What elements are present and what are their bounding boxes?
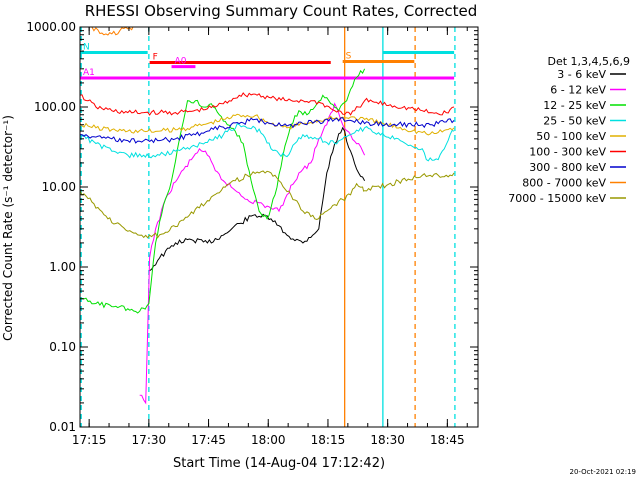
legend-title: Det 1,3,4,5,6,9 <box>547 55 630 68</box>
plot-clip-group: N S F A0 A1 <box>80 27 456 427</box>
plot-frame <box>79 26 479 428</box>
flag-label-a1: A1 <box>83 68 95 78</box>
y-tick-label: 10.00 <box>42 180 76 194</box>
legend-label: 3 - 6 keV <box>557 68 606 81</box>
legend-label: 800 - 7000 keV <box>522 177 606 190</box>
flag-label-n: N <box>83 43 90 53</box>
y-tick-label: 1.00 <box>49 260 76 274</box>
legend-label: 300 - 800 keV <box>529 161 606 174</box>
legend-label: 7000 - 15000 keV <box>508 192 606 205</box>
series-line-8 <box>80 170 455 239</box>
flag-label-s: S <box>346 52 352 62</box>
y-tick-label: 100.00 <box>34 100 76 114</box>
x-tick-label: 18:00 <box>251 433 286 447</box>
legend-label: 100 - 300 keV <box>529 146 606 159</box>
legend-label: 6 - 12 keV <box>550 84 606 97</box>
y-tick-label: 1000.00 <box>26 20 76 34</box>
series-line-1 <box>139 102 366 405</box>
series-line-5 <box>80 92 455 116</box>
x-tick-label: 18:15 <box>311 433 346 447</box>
plot-area: N S F A0 A1 <box>80 27 456 427</box>
series-line-3 <box>80 123 455 162</box>
x-tick-label: 18:30 <box>370 433 405 447</box>
x-tick-label: 17:15 <box>72 433 107 447</box>
series-line-0 <box>149 126 366 272</box>
legend-label: 25 - 50 keV <box>543 115 606 128</box>
y-tick-label: 0.01 <box>49 420 76 434</box>
y-axis-label: Corrected Count Rate (s⁻¹ detector⁻¹) <box>1 115 15 341</box>
x-tick-label: 18:45 <box>430 433 465 447</box>
x-tick-label: 17:45 <box>191 433 226 447</box>
series-line-2 <box>80 68 366 314</box>
series-line-7 <box>90 27 136 36</box>
legend-label: 50 - 100 keV <box>536 130 606 143</box>
legend: 3 - 6 keV 6 - 12 keV 12 - 25 keV 25 - 50 ke… <box>508 68 626 205</box>
flag-label-f: F <box>153 52 158 62</box>
x-axis-label: Start Time (14-Aug-04 17:12:42) <box>173 456 385 471</box>
legend-label: 12 - 25 keV <box>543 99 606 112</box>
y-tick-label: 0.10 <box>49 340 76 354</box>
x-tick-label: 17:30 <box>132 433 167 447</box>
timestamp-footer: 20-Oct-2021 02:19 <box>570 468 636 476</box>
chart-title: RHESSI Observing Summary Count Rates, Co… <box>85 2 478 20</box>
series-line-6 <box>80 116 455 144</box>
flag-label-a0: A0 <box>175 57 187 67</box>
